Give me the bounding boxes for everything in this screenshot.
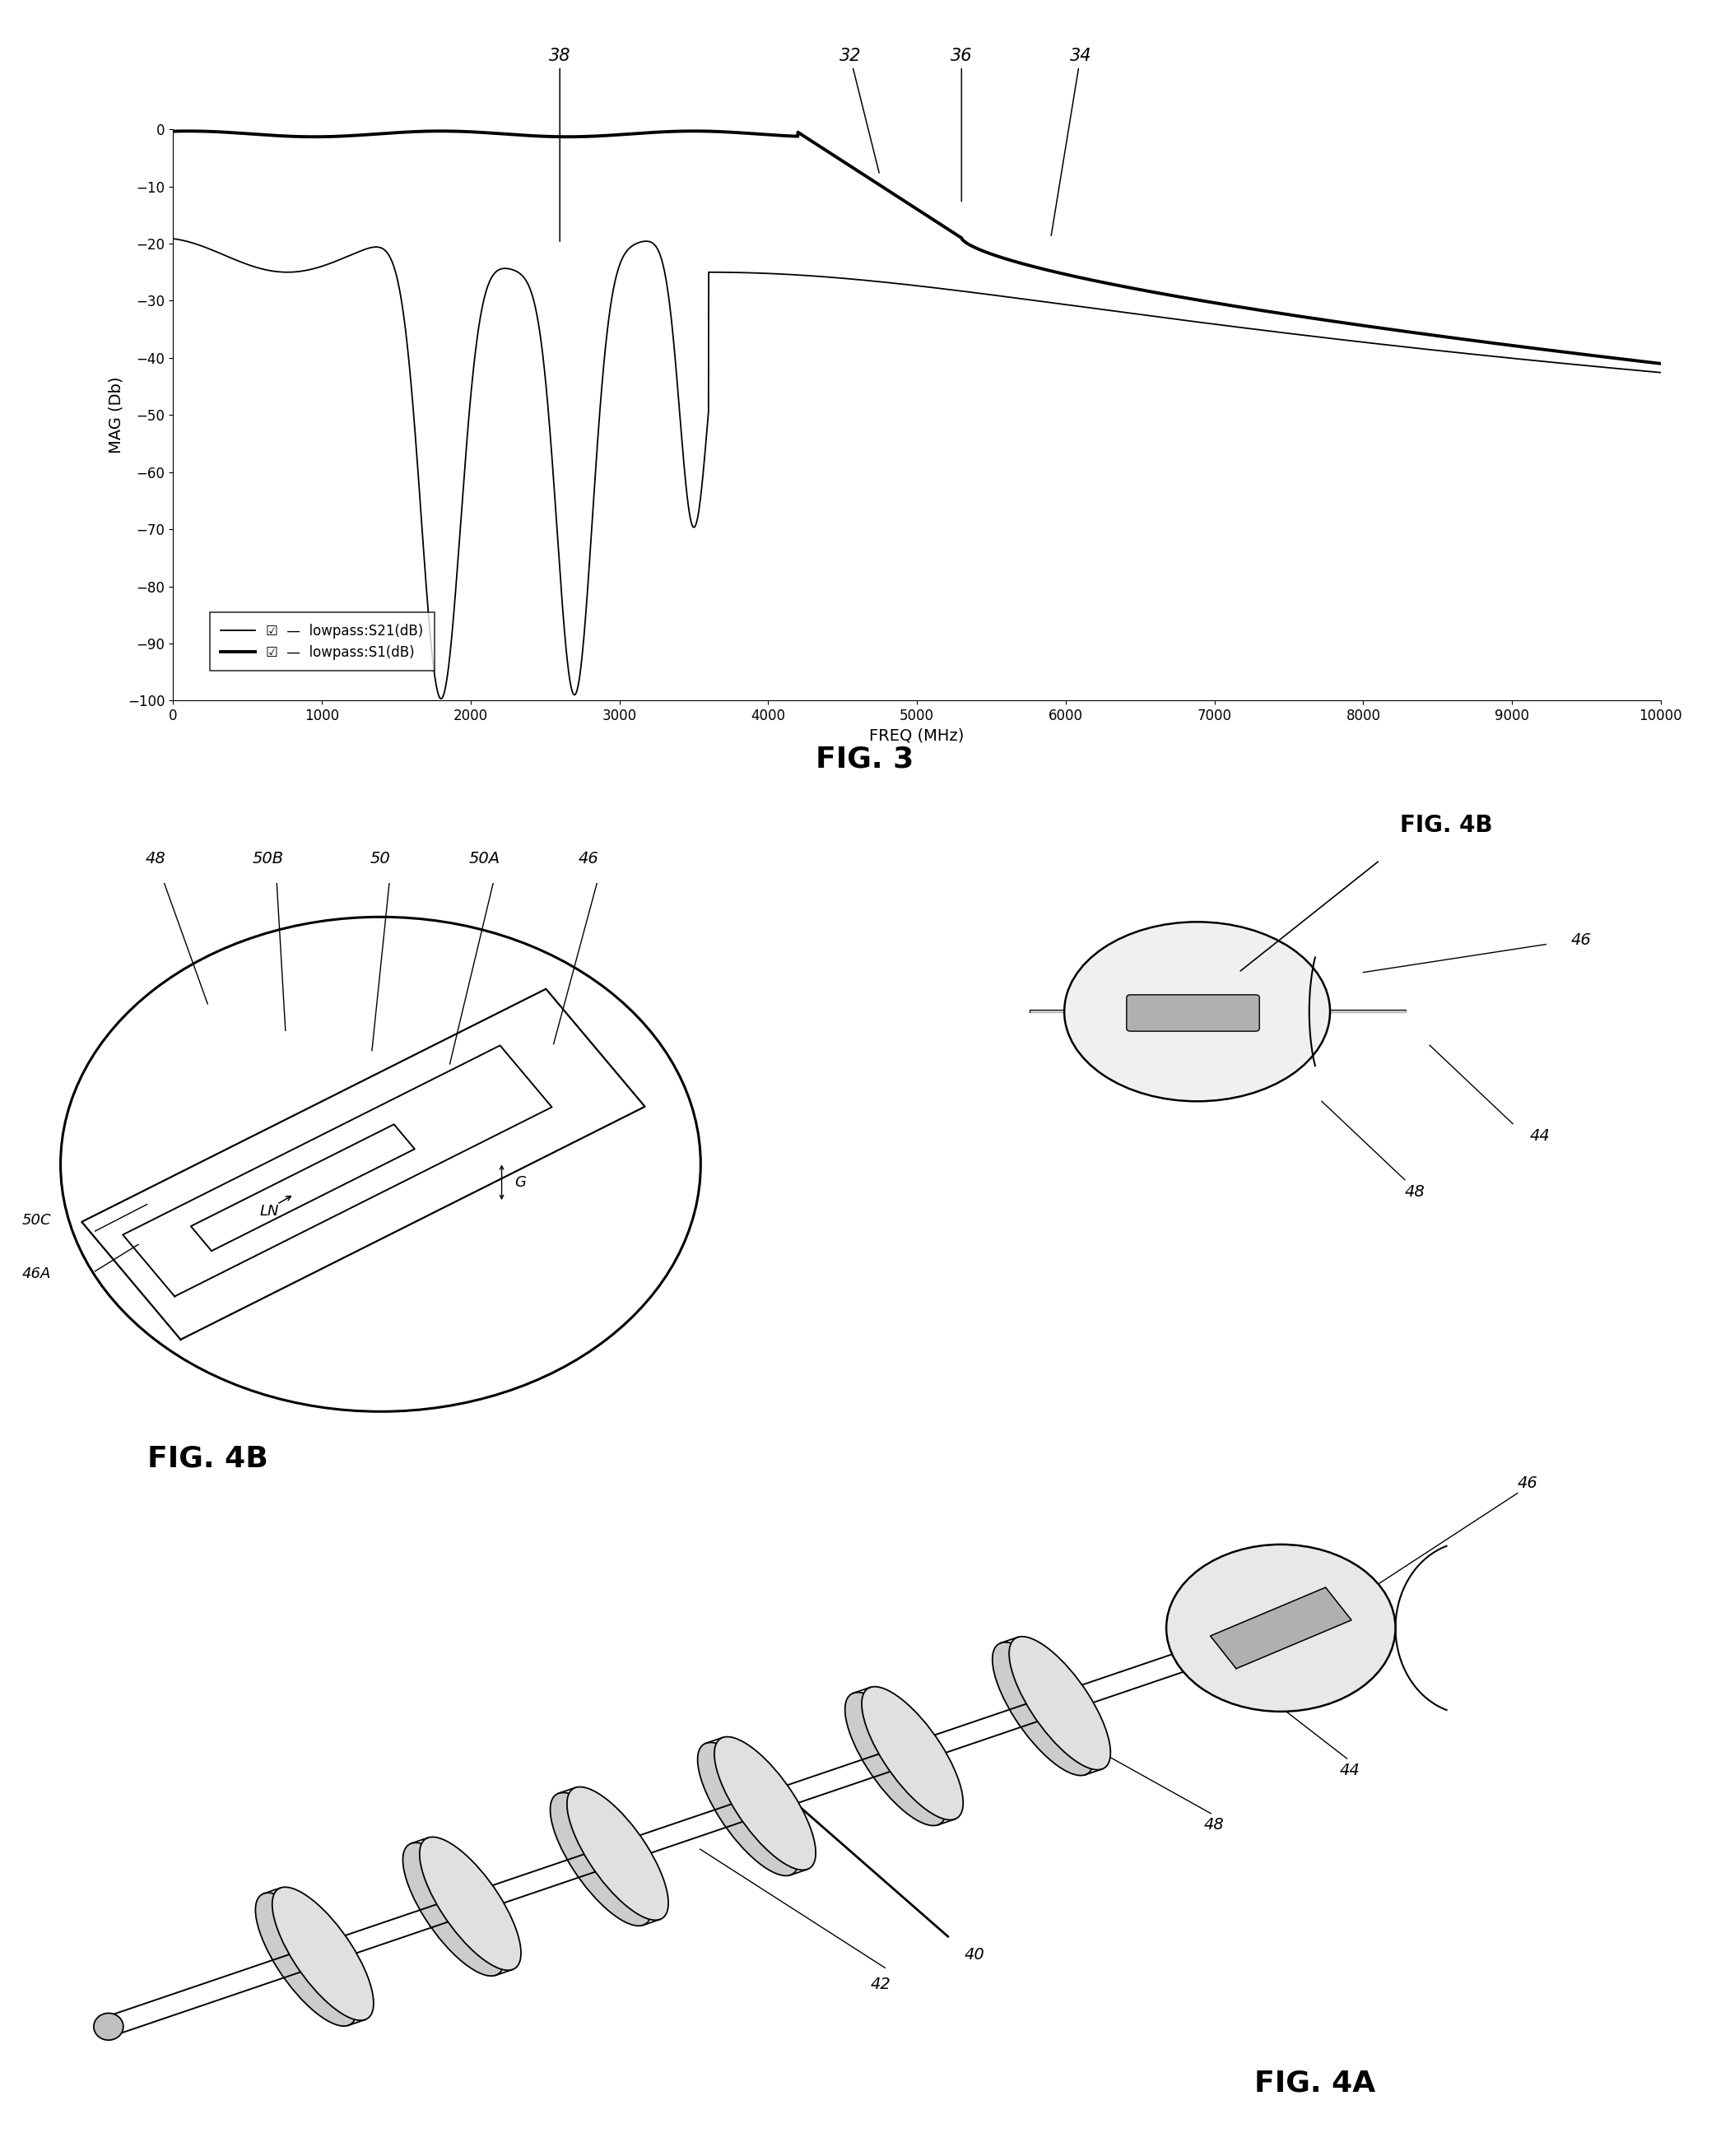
Text: 46: 46 — [1571, 931, 1592, 949]
Ellipse shape — [272, 1886, 374, 2020]
Text: FIG. 4A: FIG. 4A — [1254, 2070, 1375, 2098]
Text: 48: 48 — [145, 852, 166, 867]
Text: FIG. 3: FIG. 3 — [817, 746, 913, 772]
Ellipse shape — [714, 1738, 817, 1869]
Text: 50A: 50A — [469, 852, 500, 867]
Text: 38: 38 — [548, 47, 571, 241]
FancyBboxPatch shape — [1126, 994, 1259, 1031]
Ellipse shape — [403, 1843, 503, 1975]
Legend: ☑  —  lowpass:S21(dB), ☑  —  lowpass:S1(dB): ☑ — lowpass:S21(dB), ☑ — lowpass:S1(dB) — [209, 612, 434, 671]
Text: 46A: 46A — [21, 1266, 50, 1281]
Ellipse shape — [993, 1643, 1093, 1777]
Text: FIG. 4B: FIG. 4B — [147, 1445, 268, 1473]
Text: 36: 36 — [950, 47, 972, 201]
Text: 40: 40 — [965, 1947, 984, 1962]
Ellipse shape — [420, 1837, 521, 1971]
Text: LN: LN — [260, 1203, 279, 1218]
Text: 46: 46 — [578, 852, 599, 867]
Ellipse shape — [844, 1692, 946, 1826]
Text: 44: 44 — [1339, 1761, 1360, 1779]
Text: 50B: 50B — [253, 852, 284, 867]
Ellipse shape — [93, 2014, 123, 2040]
Text: 46: 46 — [1517, 1475, 1538, 1492]
Text: 50C: 50C — [21, 1214, 50, 1227]
Ellipse shape — [567, 1787, 668, 1921]
Ellipse shape — [697, 1742, 799, 1876]
Circle shape — [1064, 923, 1330, 1102]
Text: 32: 32 — [839, 47, 879, 172]
Text: FIG. 4B: FIG. 4B — [1400, 815, 1493, 837]
X-axis label: FREQ (MHz): FREQ (MHz) — [870, 729, 964, 744]
Text: G: G — [516, 1175, 526, 1190]
Ellipse shape — [862, 1686, 964, 1820]
Text: 48: 48 — [1204, 1818, 1223, 1833]
Text: 44: 44 — [1529, 1128, 1550, 1145]
Text: 48: 48 — [1405, 1184, 1426, 1201]
Ellipse shape — [1009, 1636, 1111, 1770]
Ellipse shape — [550, 1792, 652, 1925]
Ellipse shape — [256, 1893, 356, 2027]
Polygon shape — [1211, 1587, 1351, 1669]
Text: 34: 34 — [1052, 47, 1092, 235]
Text: 50: 50 — [370, 852, 391, 867]
Text: 42: 42 — [870, 1977, 891, 1992]
Circle shape — [1166, 1544, 1396, 1712]
Y-axis label: MAG (Db): MAG (Db) — [109, 377, 125, 453]
